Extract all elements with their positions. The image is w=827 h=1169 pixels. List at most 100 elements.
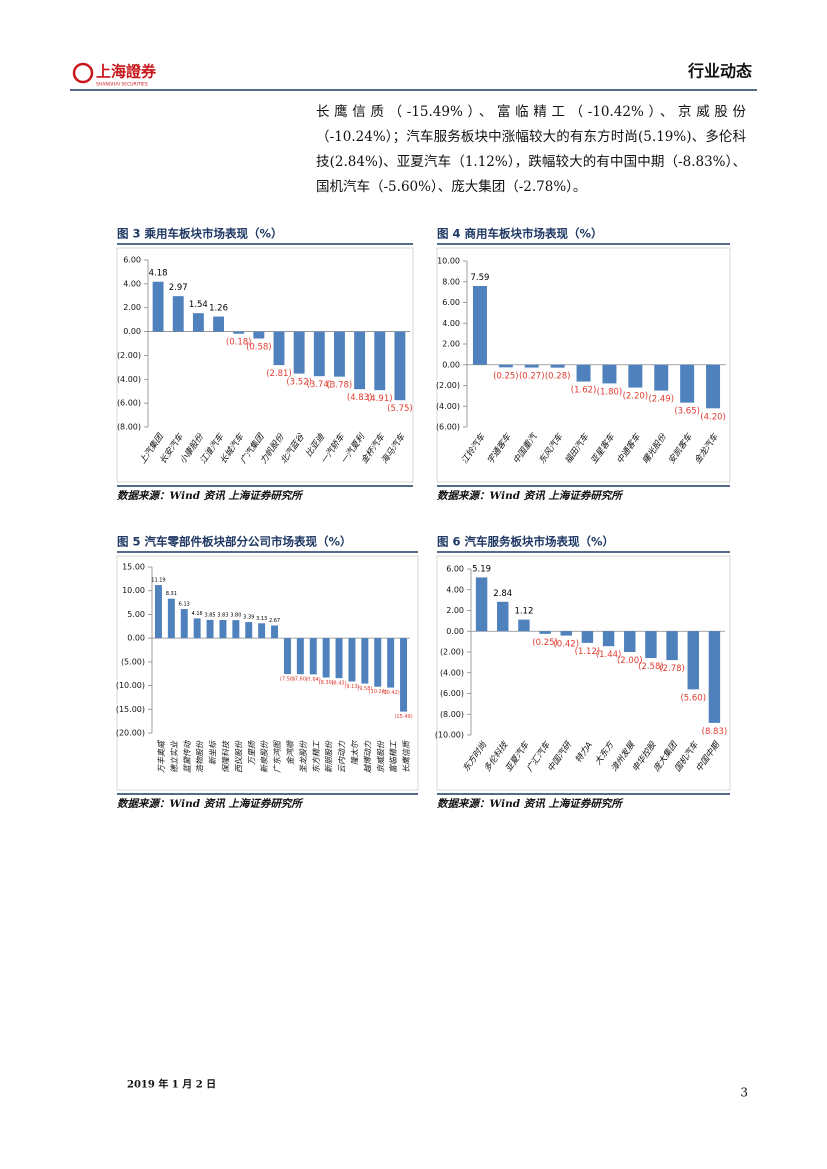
bar xyxy=(374,331,386,391)
logo-icon xyxy=(72,62,94,84)
value-label: (8.83) xyxy=(702,727,728,737)
value-label: (0.18) xyxy=(226,338,252,348)
value-label: 2.84 xyxy=(493,589,512,599)
y-tick-label: 0.00 xyxy=(123,327,141,336)
x-tick-label: 云内动力 xyxy=(338,740,347,773)
y-tick-label: 6.00 xyxy=(446,565,464,574)
figure-title: 图 3 乘用车板块市场表现（%） xyxy=(117,227,283,241)
bar xyxy=(193,618,201,639)
x-tick-label: 中通客车 xyxy=(614,431,643,466)
bar xyxy=(654,364,669,391)
value-label: (7.58) xyxy=(280,677,295,683)
value-label: (1.12) xyxy=(575,647,601,657)
value-label: 2.67 xyxy=(269,618,280,624)
value-label: (0.25) xyxy=(493,371,519,381)
bar xyxy=(273,331,285,366)
y-tick-label: 10.00 xyxy=(437,257,460,266)
value-label: (2.58) xyxy=(638,662,664,672)
logo-text: 上海證券 xyxy=(96,63,157,81)
y-tick-label: 0.00 xyxy=(127,634,145,643)
y-tick-label: (2.00) xyxy=(440,648,464,657)
y-tick-label: 2.00 xyxy=(123,303,141,312)
bar xyxy=(192,313,204,332)
y-tick-label: 2.00 xyxy=(446,606,464,615)
value-label: 3.39 xyxy=(243,615,254,621)
bar xyxy=(219,619,227,639)
bar xyxy=(560,631,572,636)
value-label: (3.78) xyxy=(327,381,353,391)
x-tick-label: 曙光股份 xyxy=(640,431,669,466)
x-tick-label: 越博动力 xyxy=(363,740,372,773)
bar xyxy=(283,638,291,675)
value-label: (15.49) xyxy=(394,714,412,720)
x-tick-label: 隆太尔 xyxy=(350,740,359,765)
x-tick-label: 特力A xyxy=(573,740,595,765)
y-tick-label: (2.00) xyxy=(117,351,141,360)
bar xyxy=(354,331,366,390)
x-tick-label: 广东鸿图 xyxy=(273,740,282,773)
y-tick-label: 8.00 xyxy=(442,277,460,286)
value-label: (7.64) xyxy=(306,677,321,683)
x-tick-label: 西仪股份 xyxy=(234,740,243,773)
y-tick-label: (15.00) xyxy=(116,705,145,714)
value-label: (10.42) xyxy=(382,690,400,696)
value-label: (0.28) xyxy=(545,372,571,382)
bar xyxy=(387,638,395,688)
chart-frame xyxy=(436,555,731,791)
bar xyxy=(576,364,591,382)
x-tick-label: 浩物股份 xyxy=(196,740,205,773)
chart-frame xyxy=(436,247,731,483)
value-label: 1.12 xyxy=(514,607,533,617)
x-tick-label: 中国中期 xyxy=(693,739,722,774)
figure-source: 数据来源：Wind 资讯 上海证券研究所 xyxy=(117,797,304,810)
y-tick-label: 0.00 xyxy=(446,627,464,636)
value-label: (10.24) xyxy=(369,689,387,695)
y-tick-label: (6.00) xyxy=(117,399,141,408)
value-label: 1.54 xyxy=(189,300,208,310)
value-label: 1.26 xyxy=(209,304,228,314)
y-tick-label: 4.00 xyxy=(446,585,464,594)
value-label: 3.80 xyxy=(230,613,241,619)
bar xyxy=(233,331,245,334)
y-tick-label: 4.00 xyxy=(442,319,460,328)
bar xyxy=(253,331,265,339)
x-tick-label: 东方精工 xyxy=(312,740,321,773)
value-label: (4.83) xyxy=(347,393,373,403)
y-tick-label: 6.00 xyxy=(442,298,460,307)
bar xyxy=(539,631,551,634)
x-tick-label: 新朋股份 xyxy=(325,740,334,773)
y-tick-label: (4.00) xyxy=(117,375,141,384)
y-tick-label: (5.00) xyxy=(121,657,145,666)
value-label: (2.49) xyxy=(648,395,674,405)
bar xyxy=(258,623,266,639)
footer-date: 2019 年 1 月 2 日 xyxy=(127,1078,216,1091)
value-label: (7.60) xyxy=(293,677,308,683)
x-tick-label: 万里扬 xyxy=(247,740,256,765)
logo-en: SHANGHAI SECURITIES xyxy=(96,82,148,88)
value-label: 4.16 xyxy=(192,611,203,617)
value-label: (0.25) xyxy=(532,638,558,648)
figure-title: 图 6 汽车服务板块市场表现（%） xyxy=(437,535,614,549)
bar xyxy=(245,622,253,639)
bar xyxy=(172,296,184,332)
y-tick-label: (8.00) xyxy=(117,423,141,432)
x-tick-label: 亚星客车 xyxy=(588,431,617,466)
x-tick-label: 中国汽研 xyxy=(545,739,574,774)
y-tick-label: (10.00) xyxy=(435,731,464,740)
y-tick-label: 15.00 xyxy=(122,563,145,572)
section-label: 行业动态 xyxy=(687,62,752,81)
value-label: (2.20) xyxy=(623,392,649,402)
figure-source: 数据来源：Wind 资讯 上海证券研究所 xyxy=(117,489,304,502)
x-tick-label: 东风汽车 xyxy=(537,431,566,466)
value-label: (3.52) xyxy=(286,378,312,388)
page-number: 3 xyxy=(740,1086,748,1100)
bar xyxy=(213,316,224,332)
figure-title: 图 5 汽车零部件板块部分公司市场表现（%） xyxy=(117,535,352,549)
bar xyxy=(680,364,695,403)
bar xyxy=(400,638,408,712)
bar xyxy=(706,364,721,409)
bar xyxy=(322,638,330,678)
x-tick-label: 京威股份 xyxy=(376,740,385,773)
y-tick-label: 0.00 xyxy=(442,360,460,369)
